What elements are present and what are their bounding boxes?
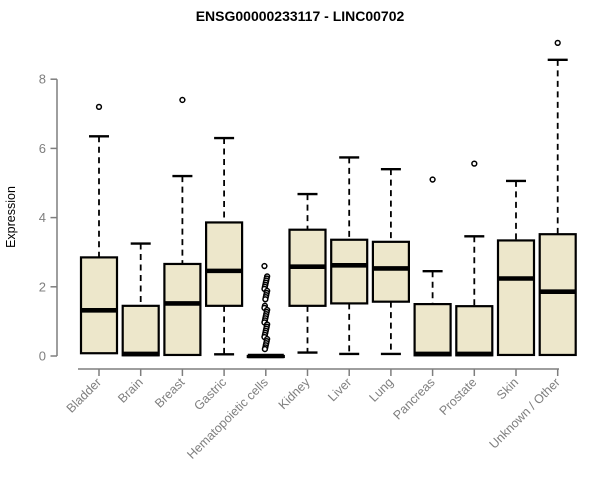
x-axis-category-label: Hematopoietic cells [184, 375, 271, 462]
box-group-5 [288, 192, 327, 354]
y-axis-label: Expression [4, 186, 18, 248]
plot-area [79, 39, 577, 359]
x-axis-category-label: Unknown / Other [487, 375, 563, 451]
iqr-box [371, 240, 410, 303]
box-group-2 [163, 96, 202, 357]
iqr-box [121, 304, 160, 357]
y-axis-tick-label: 6 [39, 141, 46, 156]
iqr-box [538, 233, 577, 357]
box-group-4 [246, 262, 285, 359]
box-group-11 [538, 39, 577, 357]
outlier-point [261, 262, 268, 270]
outlier-point [179, 96, 186, 104]
box-group-8 [413, 176, 452, 357]
x-axis-category-label: Brain [115, 375, 146, 406]
x-axis-category-label: Skin [494, 375, 521, 402]
box-group-1 [121, 242, 160, 357]
iqr-box [205, 221, 244, 307]
iqr-box [163, 262, 202, 357]
box-group-3 [205, 136, 244, 356]
x-axis-category-label: Bladder [64, 375, 104, 415]
box-group-6 [330, 156, 369, 356]
box-group-7 [371, 167, 410, 356]
y-axis-tick-label: 8 [39, 72, 46, 87]
iqr-box [79, 256, 119, 355]
outlier-point [261, 345, 269, 353]
outlier-point [95, 103, 103, 111]
iqr-box [330, 238, 369, 305]
x-axis-category-label: Pancreas [390, 375, 437, 422]
iqr-box [413, 303, 452, 357]
y-axis-tick-label: 4 [39, 210, 46, 225]
x-axis-category-label: Liver [325, 375, 354, 404]
box-group-9 [455, 160, 494, 357]
x-axis-category-label: Gastric [191, 375, 229, 413]
x-axis-category-label: Lung [366, 375, 396, 405]
x-axis-category-label: Kidney [276, 375, 313, 412]
iqr-box [496, 239, 536, 357]
x-axis-category-label: Breast [152, 375, 188, 411]
iqr-box [455, 305, 494, 357]
outlier-point [471, 160, 478, 167]
y-axis-tick-label: 2 [39, 279, 46, 294]
x-axis-category-label: Prostate [437, 375, 480, 418]
outlier-point [429, 176, 436, 183]
y-axis-tick-label: 0 [39, 349, 46, 364]
box-group-0 [79, 103, 119, 355]
box-group-10 [496, 179, 536, 357]
chart-title: ENSG00000233117 - LINC00702 [196, 8, 405, 24]
outlier-point [554, 39, 561, 47]
outlier-point [262, 296, 269, 303]
